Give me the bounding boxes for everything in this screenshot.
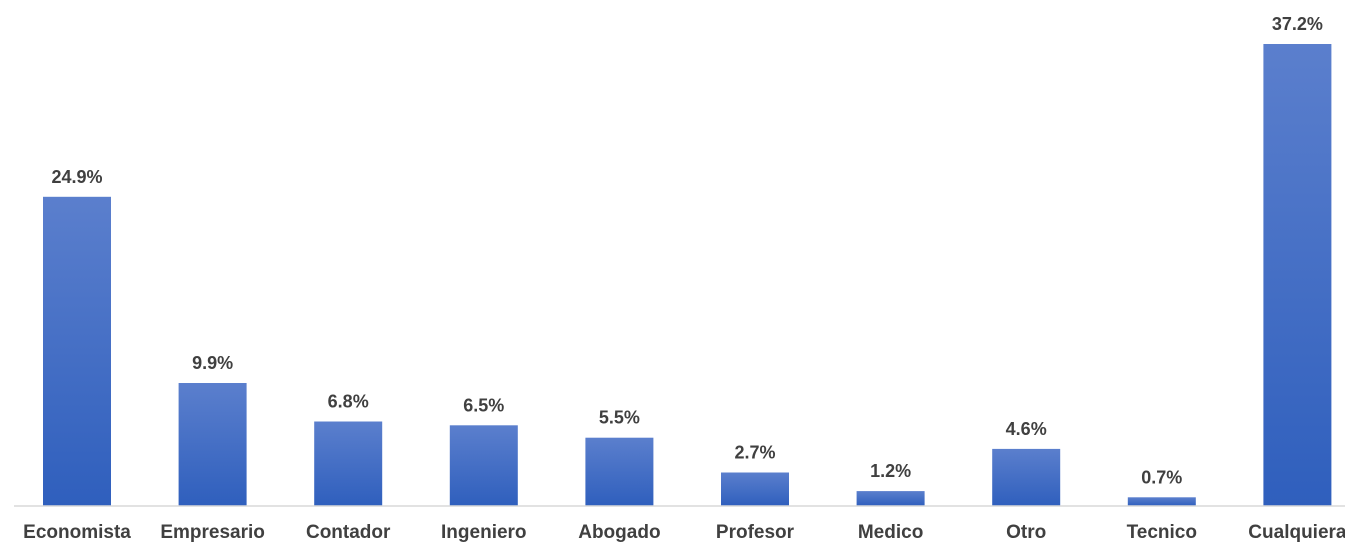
bar-otro — [992, 448, 1061, 506]
data-label-cualquiera: 37.2% — [1272, 14, 1323, 34]
category-labels-layer: Economista Empresario Contador Ingeniero Abo… — [23, 522, 1345, 543]
data-label-profesor: 2.7% — [734, 443, 775, 463]
bar-contador — [314, 421, 383, 506]
data-label-contador: 6.8% — [328, 392, 369, 412]
data-label-empresario: 9.9% — [192, 353, 233, 373]
bar-cualquiera — [1263, 44, 1332, 506]
data-label-otro: 4.6% — [1006, 419, 1047, 439]
category-label-abogado: Abogado — [578, 522, 660, 543]
bar-tecnico — [1127, 497, 1196, 506]
category-label-medico: Medico — [858, 522, 923, 543]
bar-economista — [43, 196, 111, 507]
data-label-abogado: 5.5% — [599, 408, 640, 428]
bars-layer — [43, 44, 1332, 507]
bar-abogado — [585, 437, 654, 506]
category-label-profesor: Profesor — [716, 522, 795, 543]
category-label-empresario: Empresario — [160, 522, 265, 543]
category-label-contador: Contador — [306, 522, 391, 543]
data-labels-layer: 24.9% 9.9% 6.8% 6.5% 5.5% 2.7% 1.2% 4.6% 0.7% 37.… — [51, 14, 1322, 487]
data-label-economista: 24.9% — [51, 167, 102, 187]
category-label-tecnico: Tecnico — [1127, 522, 1197, 543]
bar-ingeniero — [449, 425, 518, 506]
category-label-ingeniero: Ingeniero — [441, 522, 527, 543]
bar-profesor — [721, 472, 789, 506]
category-label-otro: Otro — [1006, 522, 1046, 543]
data-label-tecnico: 0.7% — [1141, 467, 1182, 487]
bar-empresario — [178, 383, 247, 506]
category-label-economista: Economista — [23, 522, 131, 543]
data-label-ingeniero: 6.5% — [463, 395, 504, 415]
category-label-cualquiera: Cualquiera — [1248, 522, 1345, 543]
bar-medico — [856, 491, 925, 506]
data-label-medico: 1.2% — [870, 461, 911, 481]
